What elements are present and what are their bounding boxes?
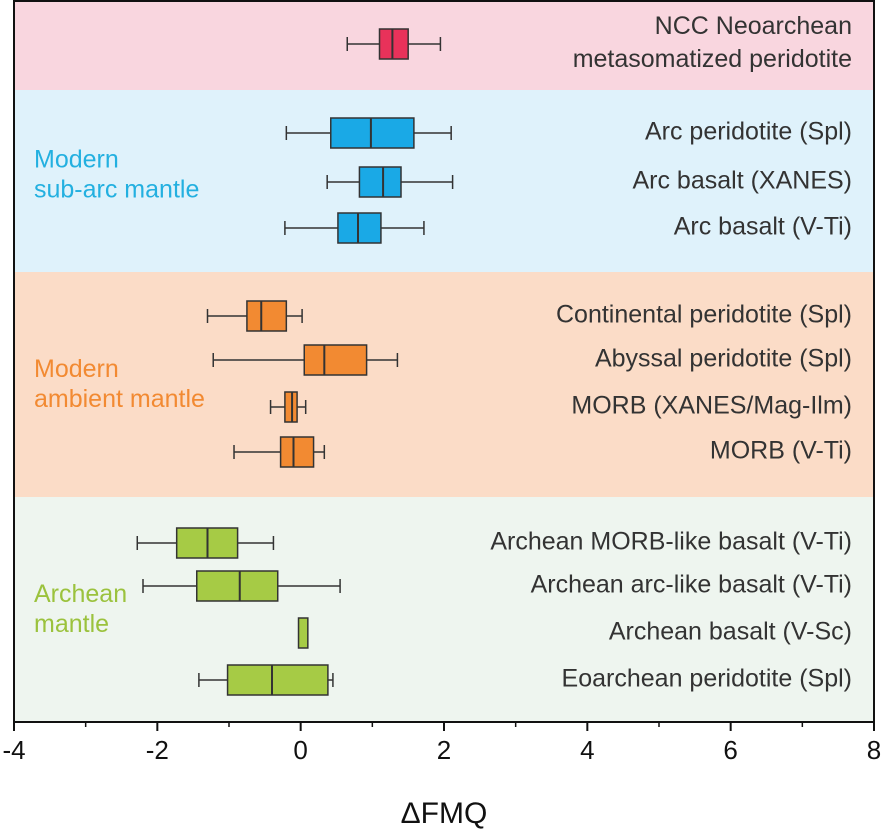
- box: [358, 166, 402, 198]
- group-label: Modern: [34, 146, 119, 174]
- row-label: Arc peridotite (Spl): [645, 118, 852, 146]
- box: [226, 664, 329, 696]
- row-label: Archean MORB-like basalt (V-Ti): [490, 528, 852, 556]
- row-label: Eoarchean peridotite (Spl): [562, 665, 852, 693]
- x-tick-label: -4: [2, 735, 25, 765]
- group-label: Modern: [34, 355, 119, 383]
- group-label: ambient mantle: [34, 385, 205, 413]
- box: [284, 391, 298, 423]
- box: [279, 436, 315, 468]
- group-band: [14, 0, 874, 90]
- group-band: [14, 272, 874, 497]
- x-tick-label: -2: [146, 735, 169, 765]
- row-label: Arc basalt (XANES): [632, 167, 852, 195]
- box: [297, 617, 309, 649]
- row-label: MORB (XANES/Mag-Ilm): [571, 392, 852, 420]
- row-label: Archean arc-like basalt (V-Ti): [531, 571, 852, 599]
- box: [196, 570, 279, 602]
- x-tick-label: 0: [293, 735, 307, 765]
- box: [246, 300, 288, 332]
- group-band: [14, 90, 874, 272]
- row-label: Arc basalt (V-Ti): [674, 213, 852, 241]
- row-label: Archean basalt (V-Sc): [609, 618, 852, 646]
- row-label: Continental peridotite (Spl): [556, 301, 852, 329]
- group-label: mantle: [34, 610, 109, 638]
- box: [330, 117, 415, 149]
- group-band: [14, 497, 874, 722]
- row-label: MORB (V-Ti): [710, 437, 852, 465]
- row-label: Abyssal peridotite (Spl): [595, 345, 852, 373]
- row-label: metasomatized peridotite: [573, 45, 852, 73]
- group-label: Archean: [34, 580, 127, 608]
- box: [303, 344, 368, 376]
- box: [337, 212, 382, 244]
- group-label: sub-arc mantle: [34, 176, 199, 204]
- x-tick-label: 8: [867, 735, 881, 765]
- x-tick-label: 2: [437, 735, 451, 765]
- box: [378, 28, 409, 60]
- x-tick-label: 4: [580, 735, 594, 765]
- row-label: NCC Neoarchean: [655, 12, 852, 40]
- x-tick-label: 6: [723, 735, 737, 765]
- x-axis-title: ΔFMQ: [401, 797, 488, 830]
